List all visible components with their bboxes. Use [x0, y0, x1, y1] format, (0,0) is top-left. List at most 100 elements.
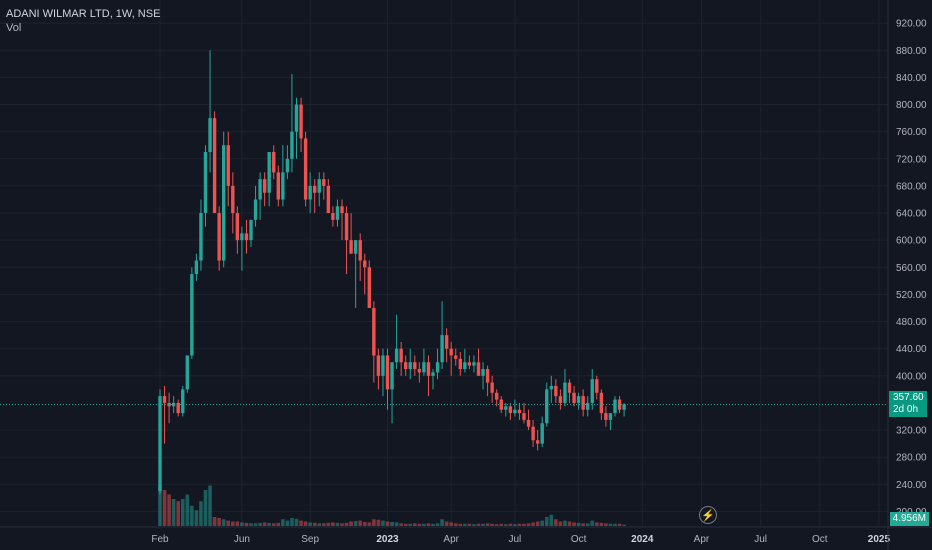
candle-body	[599, 392, 604, 414]
volume-bar	[299, 520, 303, 526]
volume-bar	[417, 523, 422, 526]
y-tick-label: 640.00	[896, 209, 927, 220]
y-tick-label: 480.00	[896, 317, 927, 328]
volume-bar	[344, 522, 349, 526]
candle-body	[485, 369, 490, 383]
volume-bar	[162, 490, 167, 526]
volume-bar	[517, 523, 522, 526]
candle-body	[190, 274, 194, 356]
candle-body	[613, 399, 617, 414]
candle-body	[276, 172, 280, 200]
volume-bar	[590, 520, 595, 526]
volume-bar	[158, 485, 162, 526]
candle-body	[595, 379, 599, 393]
volume-bar	[308, 522, 312, 526]
y-tick-label: 600.00	[896, 236, 927, 247]
candle-body	[399, 348, 403, 363]
volume-bar	[253, 523, 258, 526]
volume-bar	[231, 521, 235, 526]
candle-body	[435, 362, 440, 373]
x-tick-label: Jun	[234, 534, 250, 545]
candle-body	[363, 260, 367, 268]
volume-bar	[463, 523, 467, 526]
volume-bar	[522, 523, 526, 526]
candle-body	[558, 396, 563, 403]
candle-body	[508, 406, 513, 414]
volume-bar	[467, 523, 472, 526]
candle-body	[258, 179, 262, 200]
candle-body	[212, 118, 217, 214]
volume-bar	[585, 523, 590, 526]
volume-bar	[381, 520, 385, 526]
candle-body	[540, 423, 544, 444]
x-tick-label: 2023	[376, 534, 399, 545]
volume-badge: 4.956M	[889, 512, 929, 526]
x-tick-label: Jul	[509, 534, 522, 545]
candle-body	[372, 307, 376, 356]
candle-body	[349, 240, 353, 254]
candle-body	[490, 382, 494, 393]
volume-bar	[453, 523, 458, 526]
volume-bar	[312, 522, 317, 526]
candle-body	[394, 348, 399, 363]
candle-body	[290, 131, 294, 159]
lightning-icon[interactable]: ⚡	[699, 506, 717, 524]
candle-body	[472, 362, 476, 366]
candle-body	[454, 355, 458, 359]
volume-bar	[331, 522, 335, 526]
volume-bar	[504, 524, 508, 526]
candle-body	[340, 206, 344, 214]
volume-bar	[535, 521, 540, 526]
volume-bar	[563, 520, 567, 526]
volume-bar	[599, 522, 604, 526]
volume-bar	[431, 523, 435, 526]
candle-body	[608, 413, 613, 420]
x-tick-label: Apr	[694, 534, 710, 545]
volume-bar	[513, 524, 517, 526]
candle-body	[476, 362, 481, 376]
x-tick-label: Apr	[443, 534, 459, 545]
volume-bar	[608, 523, 613, 526]
candle-body	[549, 385, 553, 390]
candle-body	[467, 362, 472, 366]
candle-body	[586, 402, 590, 410]
volume-bar	[394, 522, 399, 526]
last-price-badge: 357.60 2d 0h	[889, 391, 927, 417]
candle-body	[322, 179, 326, 186]
volume-bar	[481, 523, 485, 526]
volume-bar	[249, 523, 253, 526]
volume-bar	[317, 523, 322, 526]
candle-body	[294, 104, 299, 132]
volume-bar	[567, 521, 572, 526]
volume-bar	[262, 522, 267, 526]
volume-bar	[449, 522, 453, 526]
volume-bar	[322, 523, 326, 526]
candle-body	[194, 260, 199, 275]
volume-bar	[367, 522, 372, 526]
volume-bar	[190, 505, 194, 526]
volume-bar	[399, 523, 403, 526]
candle-body	[158, 396, 162, 492]
candle-body	[404, 362, 408, 370]
y-tick-label: 320.00	[896, 426, 927, 437]
chart-legend: ADANI WILMAR LTD, 1W, NSE Vol	[6, 7, 160, 35]
candle-body	[408, 362, 412, 370]
candle-body	[308, 185, 312, 200]
volume-bar	[544, 517, 549, 526]
volume-bar	[353, 521, 358, 526]
x-tick-label: 2025	[868, 534, 891, 545]
volume-bar	[199, 501, 203, 526]
candle-body	[517, 409, 522, 414]
volume-bar	[540, 520, 544, 526]
candle-body	[504, 406, 508, 410]
candle-body	[171, 402, 176, 407]
volume-bar	[235, 521, 240, 526]
volume-bar	[613, 523, 617, 526]
x-tick-label: 2024	[631, 534, 654, 545]
candle-body	[567, 382, 572, 393]
candle-body	[576, 396, 581, 403]
candle-body	[422, 362, 426, 373]
volume-bar	[212, 517, 217, 526]
volume-bar	[531, 522, 535, 526]
